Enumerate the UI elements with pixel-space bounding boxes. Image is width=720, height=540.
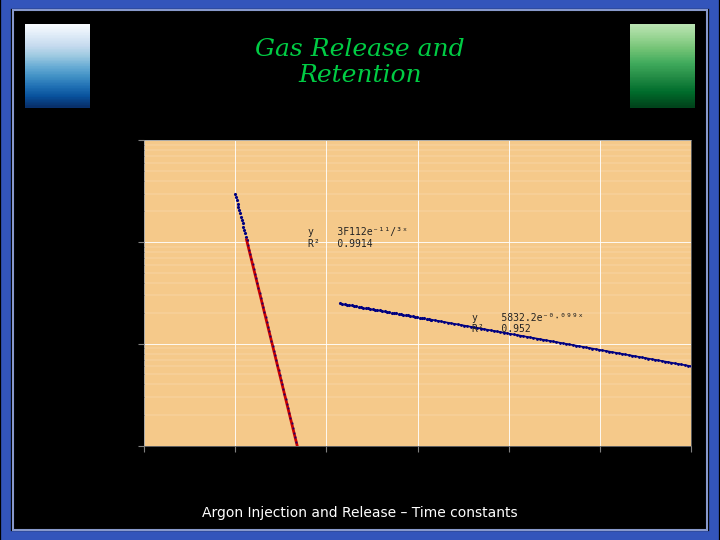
Text: y    5832.2e⁻⁰⋅⁰⁹⁹ˣ
R²   0.952: y 5832.2e⁻⁰⋅⁰⁹⁹ˣ R² 0.952 [472,313,584,334]
X-axis label: Elapsed Time (min): Elapsed Time (min) [364,471,472,482]
Text: Argon Injection and Release – Time constants: Argon Injection and Release – Time const… [202,506,518,519]
Text: y    3F112e⁻¹¹/³ˣ
R²   0.9914: y 3F112e⁻¹¹/³ˣ R² 0.9914 [308,227,408,249]
Text: Gas Release and
Retention: Gas Release and Retention [255,38,465,87]
Y-axis label: Ar, ppm: Ar, ppm [81,271,91,315]
